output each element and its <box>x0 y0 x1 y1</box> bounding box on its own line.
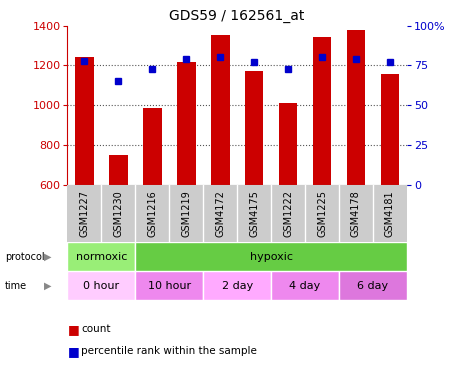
Text: ■: ■ <box>67 323 79 336</box>
Text: GSM1216: GSM1216 <box>147 190 157 237</box>
Text: protocol: protocol <box>5 252 44 262</box>
Text: ■: ■ <box>67 345 79 358</box>
Bar <box>143 108 162 184</box>
Text: 2 day: 2 day <box>221 281 253 291</box>
Bar <box>211 34 230 184</box>
Title: GDS59 / 162561_at: GDS59 / 162561_at <box>169 9 305 23</box>
Bar <box>203 271 271 300</box>
Text: GSM1225: GSM1225 <box>317 190 327 237</box>
Bar <box>346 30 365 184</box>
Bar <box>135 242 407 271</box>
Text: GSM1230: GSM1230 <box>113 190 123 237</box>
Bar <box>135 271 203 300</box>
Text: GSM1222: GSM1222 <box>283 190 293 237</box>
Text: 4 day: 4 day <box>289 281 321 291</box>
Bar <box>177 62 196 184</box>
Text: normoxic: normoxic <box>76 252 127 262</box>
Bar <box>109 155 128 184</box>
Text: ▶: ▶ <box>44 252 52 262</box>
Text: 0 hour: 0 hour <box>83 281 120 291</box>
Text: GSM4175: GSM4175 <box>249 190 259 237</box>
Text: GSM4178: GSM4178 <box>351 190 361 237</box>
Text: time: time <box>5 281 27 291</box>
Text: GSM1227: GSM1227 <box>80 190 89 237</box>
Bar <box>279 103 298 184</box>
Bar <box>67 271 135 300</box>
Bar <box>245 71 264 184</box>
Bar <box>339 271 407 300</box>
Bar <box>67 242 135 271</box>
Text: GSM1219: GSM1219 <box>181 190 191 237</box>
Text: ▶: ▶ <box>44 281 52 291</box>
Text: GSM4181: GSM4181 <box>385 190 395 237</box>
Text: 10 hour: 10 hour <box>148 281 191 291</box>
Bar <box>271 271 339 300</box>
Text: 6 day: 6 day <box>358 281 388 291</box>
Bar <box>312 37 332 184</box>
Bar <box>75 57 94 184</box>
Bar <box>380 74 399 184</box>
Text: GSM4172: GSM4172 <box>215 190 225 237</box>
Text: percentile rank within the sample: percentile rank within the sample <box>81 346 257 356</box>
Text: count: count <box>81 324 111 335</box>
Text: hypoxic: hypoxic <box>250 252 292 262</box>
